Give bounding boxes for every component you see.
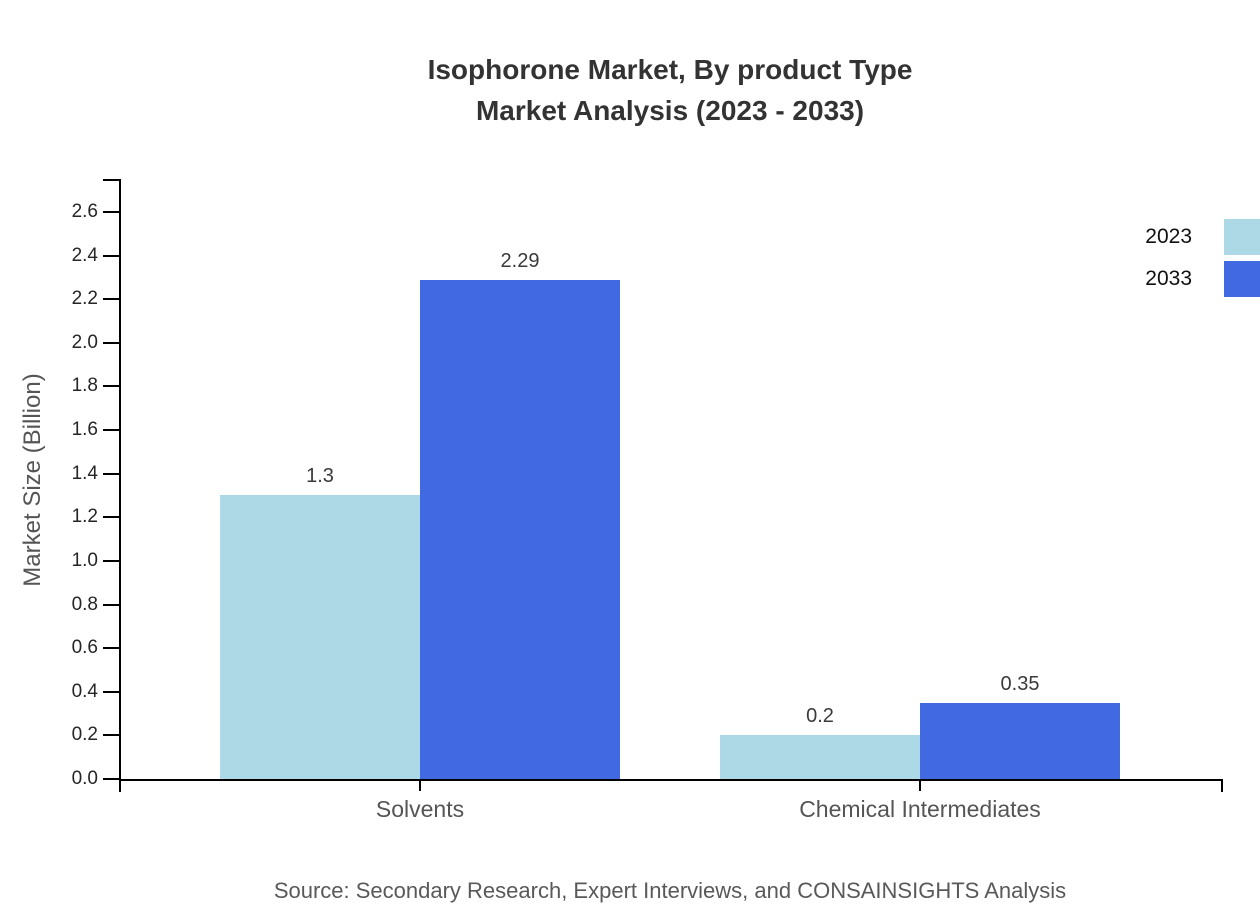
x-axis-line bbox=[119, 779, 1223, 781]
chart-title-line-1: Isophorone Market, By product Type bbox=[427, 54, 913, 85]
y-axis-tick-label: 0.8 bbox=[71, 593, 98, 615]
y-axis-tick-label: 0.0 bbox=[71, 768, 98, 789]
bar-value-label: 2.29 bbox=[500, 250, 540, 272]
y-axis-tick-label: 1.2 bbox=[71, 506, 98, 528]
chart-title-line-2: Market Analysis (2023 - 2033) bbox=[475, 95, 865, 126]
bar-value-label: 1.3 bbox=[306, 465, 334, 487]
source-note: Source: Secondary Research, Expert Inter… bbox=[273, 878, 1067, 903]
y-axis-tick-label: 2.6 bbox=[71, 200, 98, 222]
y-axis-tick bbox=[103, 516, 120, 519]
legend-label-2033: 2033 bbox=[1145, 267, 1192, 290]
bar-2033-chemical-intermediates bbox=[920, 703, 1120, 779]
legend: 2023 2033 bbox=[1145, 216, 1260, 300]
y-axis-tick bbox=[103, 690, 120, 693]
y-axis-tick-label: 2.2 bbox=[71, 288, 98, 310]
y-axis-tick bbox=[103, 778, 120, 780]
legend-item-2033: 2033 bbox=[1145, 258, 1260, 300]
x-axis-end-cap bbox=[1221, 779, 1223, 792]
x-axis-category-label: Solvents bbox=[375, 796, 465, 822]
bar-2033-solvents bbox=[420, 280, 620, 779]
bar-2023-solvents bbox=[220, 495, 420, 779]
y-axis-tick-label: 2.0 bbox=[71, 331, 98, 353]
y-axis-tick bbox=[103, 210, 120, 213]
bar-2023-chemical-intermediates bbox=[720, 735, 920, 779]
y-axis-tick-label: 1.0 bbox=[71, 549, 98, 571]
y-axis-tick-label: 1.6 bbox=[71, 419, 98, 441]
y-axis-tick bbox=[103, 298, 120, 301]
legend-label-2023: 2023 bbox=[1145, 225, 1192, 248]
y-axis-top-cap bbox=[103, 179, 120, 181]
legend-swatch-2033-icon bbox=[1224, 261, 1260, 297]
y-axis-tick bbox=[103, 559, 120, 562]
bar-value-label: 0.35 bbox=[1000, 673, 1040, 695]
y-axis-tick bbox=[103, 385, 120, 388]
y-axis-tick-label: 0.2 bbox=[71, 724, 98, 746]
legend-swatch-2023-icon bbox=[1224, 219, 1260, 255]
y-axis-tick-label: 1.8 bbox=[71, 375, 98, 397]
y-axis-tick-label: 2.4 bbox=[71, 244, 98, 266]
legend-item-2023: 2023 bbox=[1145, 216, 1260, 258]
x-axis-tick bbox=[419, 781, 421, 791]
chart-title: Isophorone Market, By product Type Marke… bbox=[80, 49, 1260, 131]
x-axis-tick bbox=[919, 781, 921, 791]
y-axis-line bbox=[119, 179, 121, 792]
y-axis-tick bbox=[103, 603, 120, 606]
bar-value-label: 0.2 bbox=[806, 705, 834, 727]
y-axis-tick bbox=[103, 647, 120, 650]
x-axis-category-label: Chemical Intermediates bbox=[799, 796, 1041, 822]
y-axis-tick bbox=[103, 341, 120, 344]
y-axis-tick-label: 0.6 bbox=[71, 637, 98, 659]
y-axis-tick bbox=[103, 429, 120, 432]
y-axis-tick-label: 1.4 bbox=[71, 462, 98, 484]
y-axis-tick bbox=[103, 734, 120, 737]
y-axis-tick-label: 0.4 bbox=[71, 680, 98, 702]
y-axis-tick bbox=[103, 472, 120, 475]
y-axis-tick bbox=[103, 254, 120, 257]
